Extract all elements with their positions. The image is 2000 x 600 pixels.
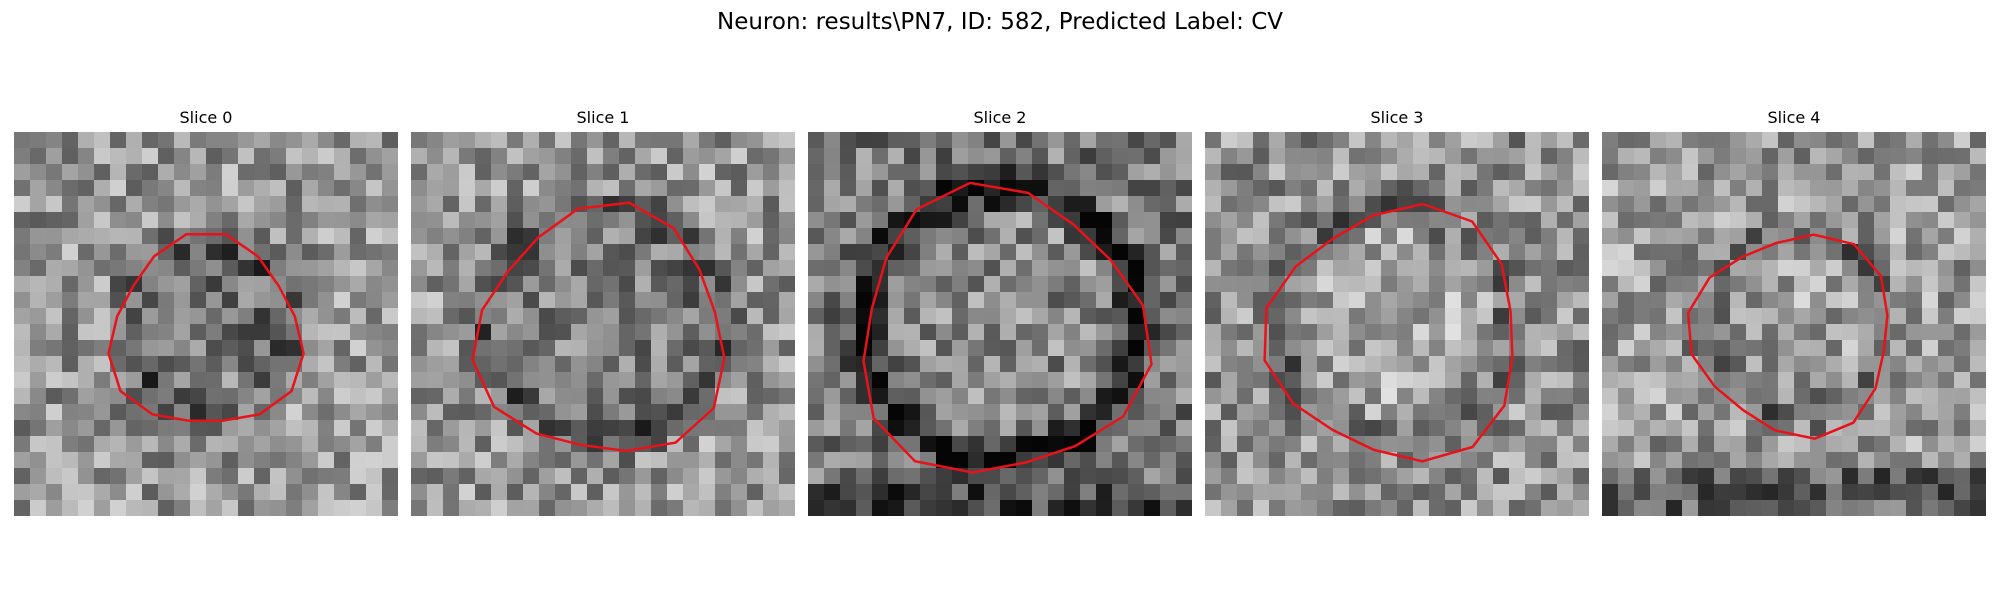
roi-contour-2: [862, 181, 1153, 474]
slice-title-1: Slice 1: [576, 108, 630, 127]
slice-image-2: [808, 132, 1192, 516]
slice-title-2: Slice 2: [973, 108, 1027, 127]
roi-contour-0: [107, 233, 305, 422]
slice-title-0: Slice 0: [179, 108, 233, 127]
noise-grid-1: [411, 132, 795, 516]
slice-image-0: [14, 132, 398, 516]
slice-panel-4: Slice 4: [1602, 108, 1986, 516]
noise-grid-2: [808, 132, 1192, 516]
slice-panel-1: Slice 1: [411, 108, 795, 516]
roi-contour-4: [1686, 233, 1889, 441]
roi-contour-3: [1263, 202, 1514, 463]
slice-panel-0: Slice 0: [14, 108, 398, 516]
roi-contour-1: [471, 201, 726, 453]
slice-image-4: [1602, 132, 1986, 516]
slice-title-3: Slice 3: [1370, 108, 1424, 127]
slice-image-1: [411, 132, 795, 516]
slice-panel-2: Slice 2: [808, 108, 1192, 516]
noise-grid-0: [14, 132, 398, 516]
noise-grid-3: [1205, 132, 1589, 516]
noise-grid-4: [1602, 132, 1986, 516]
slice-title-4: Slice 4: [1767, 108, 1821, 127]
slice-panel-3: Slice 3: [1205, 108, 1589, 516]
slice-image-3: [1205, 132, 1589, 516]
figure-title: Neuron: results\PN7, ID: 582, Predicted …: [717, 9, 1283, 35]
